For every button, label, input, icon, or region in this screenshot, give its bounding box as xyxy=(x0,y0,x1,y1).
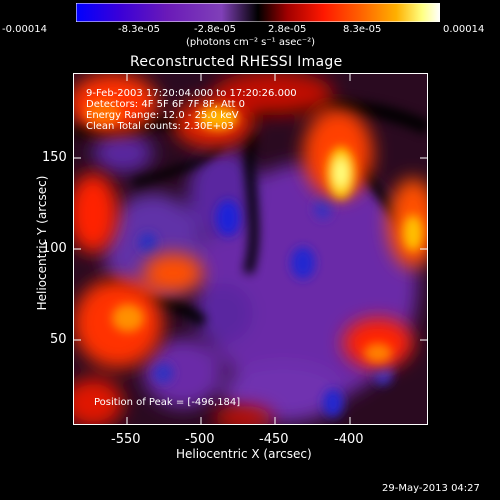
x-tick-label: -550 xyxy=(111,432,141,447)
colorbar-tick-label: 8.3e-05 xyxy=(343,24,382,35)
colorbar-tick-label: 0.00014 xyxy=(443,24,485,35)
y-tick-label: 100 xyxy=(42,241,67,256)
clean-counts-label: Clean Total counts: 2.30E+03 xyxy=(86,121,234,132)
y-tick-label: 50 xyxy=(50,332,67,347)
colorbar xyxy=(76,3,440,22)
colorbar-tick-label: -2.8e-05 xyxy=(194,24,236,35)
x-axis-label: Heliocentric X (arcsec) xyxy=(176,447,312,461)
colorbar-tick-label: -0.00014 xyxy=(2,24,47,35)
x-tick-label: -450 xyxy=(259,432,289,447)
colorbar-units: (photons cm⁻² s⁻¹ asec⁻²) xyxy=(186,37,316,48)
y-tick-label: 150 xyxy=(42,150,67,165)
x-tick-label: -400 xyxy=(334,432,364,447)
plot-title: Reconstructed RHESSI Image xyxy=(130,54,343,70)
peak-position-label: Position of Peak = [-496,184] xyxy=(94,397,241,408)
colorbar-tick-label: 2.8e-05 xyxy=(268,24,307,35)
y-axis-label: Heliocentric Y (arcsec) xyxy=(35,175,49,311)
energy-range-label: Energy Range: 12.0 - 25.0 keV xyxy=(86,110,239,121)
rhessi-image xyxy=(73,73,428,425)
footer-date: 29-May-2013 04:27 xyxy=(382,483,480,494)
detectors-label: Detectors: 4F 5F 6F 7F 8F, Att 0 xyxy=(86,99,246,110)
time-range-label: 9-Feb-2003 17:20:04.000 to 17:20:26.000 xyxy=(86,88,297,99)
x-tick-label: -500 xyxy=(185,432,215,447)
colorbar-tick-label: -8.3e-05 xyxy=(118,24,160,35)
